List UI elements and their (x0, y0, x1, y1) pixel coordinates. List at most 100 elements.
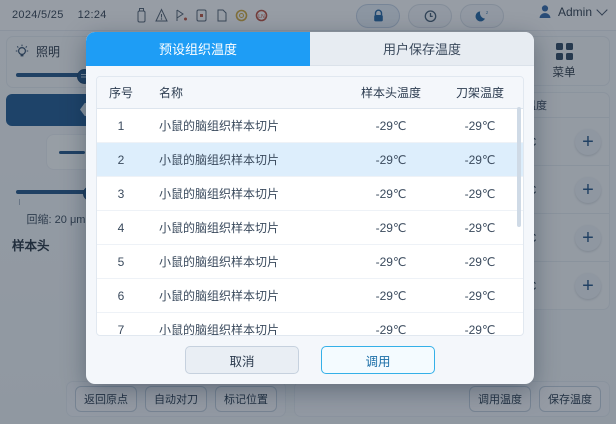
column-header-head-temp: 样本头温度 (345, 77, 437, 109)
table-row[interactable]: 5 小鼠的脑组织样本切片 -29℃ -29℃ (97, 244, 523, 279)
mark-position-button[interactable]: 标记位置 (215, 386, 277, 412)
cell-name: 小鼠的脑组织样本切片 (145, 108, 345, 143)
user-name: Admin (557, 4, 592, 19)
lock-icon (373, 9, 383, 22)
table-row[interactable]: 3 小鼠的脑组织样本切片 -29℃ -29℃ (97, 176, 523, 211)
cell-head-temp: -29℃ (345, 142, 437, 177)
cell-head-temp: -29℃ (345, 176, 437, 211)
lighting-slider-track (16, 73, 84, 77)
timer-icon (424, 10, 436, 23)
temperature-button-group: 调用温度 保存温度 (294, 381, 610, 417)
blade-icon (175, 8, 188, 23)
lighting-row: 照明 (14, 43, 98, 60)
preset-table: 序号 名称 样本头温度 刀架温度 1 小鼠的脑组织样本切片 -29℃ -29℃ … (97, 77, 523, 335)
cell-name: 小鼠的脑组织样本切片 (145, 142, 345, 177)
increase-temperature-button[interactable]: + (575, 272, 601, 299)
cell-index: 7 (97, 312, 145, 335)
table-row[interactable]: 6 小鼠的脑组织样本切片 -29℃ -29℃ (97, 278, 523, 313)
retract-slider-track (16, 190, 90, 194)
cell-blade-temp: -29℃ (437, 312, 523, 335)
preset-table-body: 1 小鼠的脑组织样本切片 -29℃ -29℃ 2 小鼠的脑组织样本切片 -29℃… (97, 108, 523, 335)
svg-text:LN: LN (258, 14, 265, 20)
column-header-index: 序号 (97, 77, 145, 109)
increase-temperature-button[interactable]: + (575, 128, 601, 155)
retract-value-label: 回缩: 20 μm (26, 214, 86, 226)
system-date: 2024/5/25 (12, 9, 64, 21)
moon-sleep-icon: z (475, 10, 489, 22)
mode-pill-group: z (356, 4, 504, 28)
system-time: 12:24 (77, 9, 107, 21)
user-menu[interactable]: Admin (538, 4, 608, 19)
preset-table-head: 序号 名称 样本头温度 刀架温度 (97, 77, 523, 109)
cell-blade-temp: -29℃ (437, 176, 523, 211)
table-row[interactable]: 1 小鼠的脑组织样本切片 -29℃ -29℃ (97, 108, 523, 143)
return-home-button[interactable]: 返回原点 (75, 386, 137, 412)
increase-temperature-button[interactable]: + (575, 224, 601, 251)
cell-blade-temp: -29℃ (437, 210, 523, 245)
cell-blade-temp: -29℃ (437, 108, 523, 143)
bottom-toolbar: 返回原点 自动对刀 标记位置 调用温度 保存温度 (66, 380, 610, 418)
avatar-icon (539, 5, 551, 18)
preset-table-container[interactable]: 序号 名称 样本头温度 刀架温度 1 小鼠的脑组织样本切片 -29℃ -29℃ … (96, 76, 524, 336)
svg-text:z: z (486, 10, 489, 15)
motion-button-group: 返回原点 自动对刀 标记位置 (66, 381, 286, 417)
cell-name: 小鼠的脑组织样本切片 (145, 176, 345, 211)
tab-preset-tissue-temperature[interactable]: 预设组织温度 (86, 32, 310, 66)
cell-blade-temp: -29℃ (437, 278, 523, 313)
status-icon-group: LN (135, 7, 268, 23)
sd-card-icon (195, 8, 208, 23)
table-scrollbar-thumb[interactable] (517, 107, 521, 227)
confirm-button[interactable]: 调用 (321, 346, 435, 374)
table-row[interactable]: 4 小鼠的脑组织样本切片 -29℃ -29℃ (97, 210, 523, 245)
bottle-icon (135, 7, 148, 23)
lock-icon-button[interactable] (356, 4, 400, 28)
lamp-icon (15, 44, 29, 56)
timer-icon-button[interactable] (408, 4, 452, 28)
cell-index: 2 (97, 142, 145, 177)
top-status-bar: 2024/5/25 12:24 LN (0, 0, 616, 31)
moon-sleep-icon-button[interactable]: z (460, 4, 504, 28)
thickness-dash-icon (59, 151, 85, 154)
cell-head-temp: -29℃ (345, 108, 437, 143)
sun-warning-icon (235, 8, 248, 23)
cancel-button[interactable]: 取消 (185, 346, 299, 374)
cell-index: 4 (97, 210, 145, 245)
grid-menu-icon (555, 42, 573, 60)
cell-head-temp: -29℃ (345, 312, 437, 335)
column-header-name: 名称 (145, 77, 345, 109)
cell-index: 6 (97, 278, 145, 313)
recall-temperature-button[interactable]: 调用温度 (469, 386, 531, 412)
temperature-preset-dialog: 预设组织温度 用户保存温度 序号 名称 样本头温度 刀架温度 1 小鼠的脑组织样… (86, 32, 534, 384)
ln-warning-icon: LN (255, 8, 268, 23)
cell-index: 1 (97, 108, 145, 143)
plus-icon: + (582, 226, 594, 249)
menu-button-label: 菜单 (552, 66, 576, 79)
specimen-head-section-title: 样本头 (12, 239, 50, 253)
cell-head-temp: -29℃ (345, 210, 437, 245)
cell-blade-temp: -29℃ (437, 244, 523, 279)
plus-icon: + (582, 130, 594, 153)
warning-triangle-icon (154, 7, 168, 23)
column-header-blade-temp: 刀架温度 (437, 77, 523, 109)
table-row[interactable]: 7 小鼠的脑组织样本切片 -29℃ -29℃ (97, 312, 523, 335)
cell-blade-temp: -29℃ (437, 142, 523, 177)
lighting-label: 照明 (36, 45, 61, 59)
cell-name: 小鼠的脑组织样本切片 (145, 244, 345, 279)
dialog-tab-bar: 预设组织温度 用户保存温度 (86, 32, 534, 66)
plus-icon: + (582, 274, 594, 297)
document-icon (215, 8, 228, 23)
plus-icon: + (582, 178, 594, 201)
cell-head-temp: -29℃ (345, 244, 437, 279)
auto-align-blade-button[interactable]: 自动对刀 (145, 386, 207, 412)
cell-index: 5 (97, 244, 145, 279)
cell-name: 小鼠的脑组织样本切片 (145, 278, 345, 313)
table-row[interactable]: 2 小鼠的脑组织样本切片 -29℃ -29℃ (97, 142, 523, 177)
cell-name: 小鼠的脑组织样本切片 (145, 312, 345, 335)
cell-head-temp: -29℃ (345, 278, 437, 313)
cell-name: 小鼠的脑组织样本切片 (145, 210, 345, 245)
increase-temperature-button[interactable]: + (575, 176, 601, 203)
table-header-row: 序号 名称 样本头温度 刀架温度 (97, 77, 523, 109)
cell-index: 3 (97, 176, 145, 211)
tab-user-saved-temperature[interactable]: 用户保存温度 (310, 32, 534, 66)
save-temperature-button[interactable]: 保存温度 (539, 386, 601, 412)
